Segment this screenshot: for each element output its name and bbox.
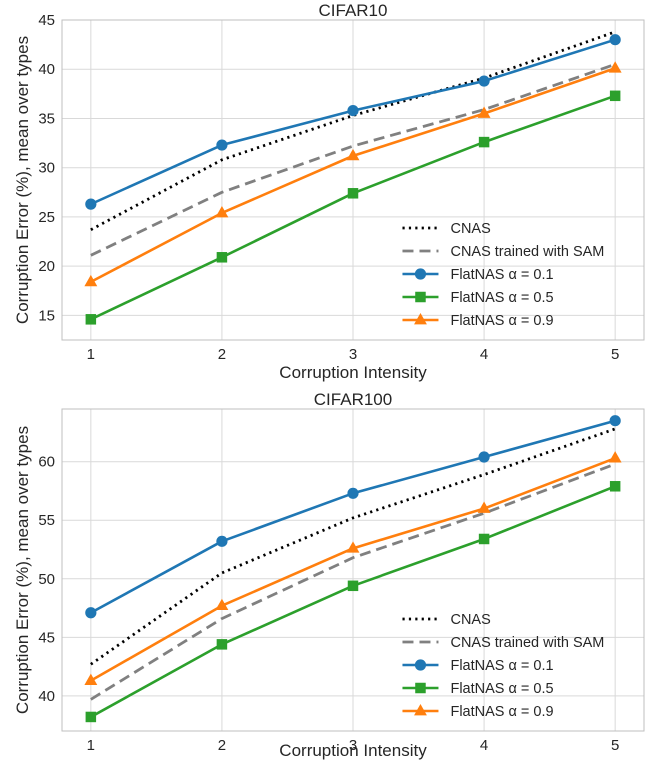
data-point [215,598,229,611]
data-point [216,139,228,151]
y-tick-label: 60 [38,454,55,471]
grid-lines [62,409,644,731]
series-4 [84,451,622,685]
data-point [84,274,98,287]
y-tick-label: 35 [38,110,55,127]
series-2 [85,415,621,619]
legend-marker [415,682,426,694]
data-point [608,61,622,73]
data-point [478,533,490,545]
cifar10-xlabel: Corruption Intensity [279,363,427,382]
x-tick-label: 1 [87,346,95,363]
legend-label: CNAS trained with SAM [450,244,604,260]
legend-marker [414,268,427,280]
series-3 [85,481,621,723]
x-tick-label: 1 [87,737,95,754]
cifar100-title: CIFAR100 [314,390,392,409]
y-tick-label: 20 [38,258,55,275]
x-tick-label: 2 [218,737,226,754]
data-point [477,106,491,118]
data-point [609,90,621,102]
data-point [346,148,360,161]
cifar100-ylabel: Corruption Error (%), mean over types [13,426,32,714]
data-point [85,198,97,210]
x-tick-label: 3 [349,346,357,363]
data-point [215,205,229,218]
data-point [84,673,98,685]
data-point [347,487,359,499]
y-tick-label: 45 [38,629,55,646]
data-point [478,451,490,463]
x-tick-label: 5 [611,346,619,363]
data-point [478,75,490,87]
data-point [216,252,228,263]
x-tick-label: 4 [480,737,488,754]
data-point [609,481,621,492]
legend-marker [415,291,426,303]
legend-label: FlatNAS α = 0.5 [450,290,553,306]
legend: CNAS CNAS trained with SAM FlatNAS α = 0.1… [402,221,604,329]
data-point [609,34,621,46]
data-point [608,451,622,463]
plot-frame [61,19,645,341]
series-2 [85,34,621,210]
data-point [609,415,621,427]
series-4 [84,61,622,287]
legend-label: CNAS [450,612,490,628]
cifar10-ylabel: Corruption Error (%), mean over types [13,36,32,324]
plot-frame [61,408,645,732]
legend-label: CNAS trained with SAM [450,635,604,651]
series-1 [90,462,616,701]
series-line [90,462,616,701]
y-tick-label: 30 [38,160,55,177]
y-tick-label: 55 [38,512,55,529]
y-tick-label: 45 [38,12,55,29]
cifar100-xlabel: Corruption Intensity [279,741,427,760]
legend-label: FlatNAS α = 0.5 [450,681,553,697]
data-point [85,314,97,325]
y-tick-label: 40 [38,61,55,78]
data-point [216,639,228,650]
legend-label: CNAS [450,221,490,237]
data-point [477,501,491,513]
data-point [216,535,228,547]
legend-marker [414,659,427,671]
data-point [85,607,97,619]
data-point [347,104,359,117]
x-tick-label: 3 [349,737,357,754]
series-3 [85,90,621,325]
data-point [347,188,359,199]
x-tick-label: 5 [611,737,619,754]
legend: CNAS CNAS trained with SAM FlatNAS α = 0.1… [402,612,604,720]
y-tick-label: 15 [38,307,55,324]
data-point [346,541,360,553]
legend-marker [414,313,427,325]
legend-label: FlatNAS α = 0.1 [450,267,553,283]
y-tick-label: 25 [38,209,55,226]
data-point [347,580,359,592]
y-tick-label: 50 [38,571,55,588]
y-tick-label: 40 [38,688,55,705]
data-point [478,136,490,148]
legend-marker [414,704,427,716]
series-line [90,427,616,666]
x-tick-label: 2 [218,346,226,363]
data-point [85,711,97,723]
series-line [90,62,616,257]
cifar10-title: CIFAR10 [319,1,388,20]
series-0 [90,427,616,666]
legend-label: FlatNAS α = 0.9 [450,704,553,720]
legend-label: FlatNAS α = 0.1 [450,658,553,674]
series-1 [90,62,616,257]
x-tick-label: 4 [480,346,488,363]
legend-label: FlatNAS α = 0.9 [450,313,553,329]
